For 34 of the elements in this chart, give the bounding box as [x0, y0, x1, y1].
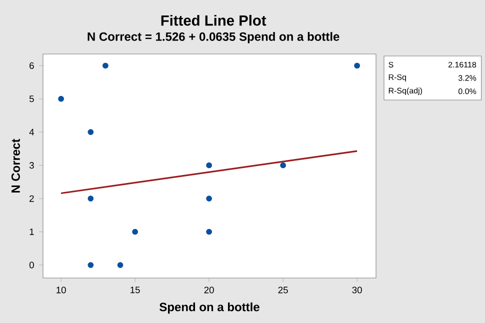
y-tick-label: 1 [30, 228, 34, 235]
y-tick-label: 0 [29, 262, 34, 268]
y-tick-label: 6 [30, 62, 34, 69]
x-tick-label: 25 [278, 286, 288, 294]
point [88, 129, 94, 136]
text: R-Sq [388, 74, 406, 82]
point [88, 262, 94, 268]
point [117, 262, 124, 268]
text: R-Sq(adj) [388, 88, 422, 96]
x-tick-label: 10 [56, 286, 66, 294]
point [206, 196, 212, 202]
x-axis-title: Spend on a bottle [160, 302, 260, 314]
y-tick-label: 2 [30, 195, 34, 202]
point [88, 196, 94, 202]
point [280, 162, 286, 168]
point [58, 96, 64, 102]
text: 0.0% [458, 88, 476, 94]
point [206, 228, 212, 235]
point [102, 62, 108, 69]
y-tick-label: 4 [29, 128, 34, 136]
x-tick-label: 15 [130, 286, 140, 294]
point [354, 62, 360, 69]
text: S [388, 62, 394, 68]
point [206, 162, 212, 168]
y-tick-label: 3 [29, 162, 34, 169]
text: 2.16118 [448, 62, 476, 68]
chart-subtitle: N Correct = 1.526 + 0.0635 Spend on a bottle [88, 32, 340, 44]
chart-title: Fitted Line Plot [161, 14, 266, 26]
x-tick-label: 20 [204, 286, 214, 294]
y-axis-title: N Correct [11, 138, 20, 193]
point [132, 228, 138, 235]
x-tick-label: 30 [352, 286, 362, 294]
text: 3.2% [458, 75, 476, 81]
y-tick-label: 5 [29, 96, 34, 102]
